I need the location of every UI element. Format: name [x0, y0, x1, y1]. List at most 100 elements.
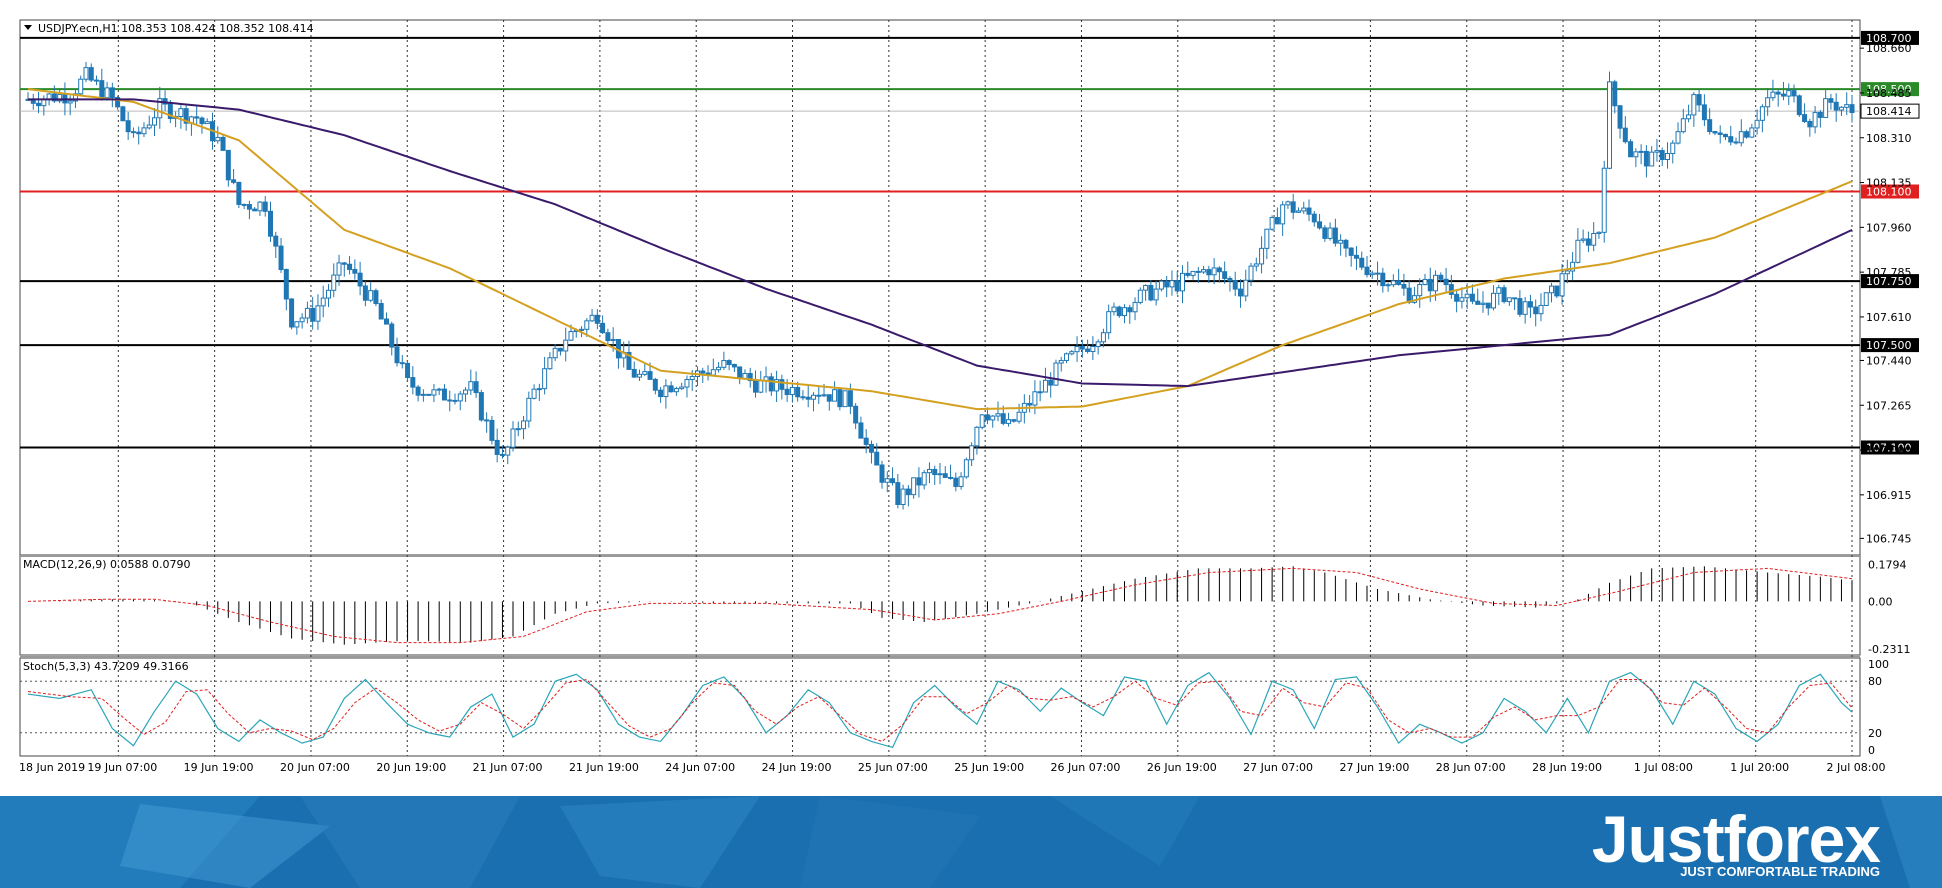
stoch-signal-line: [27, 678, 1853, 742]
stoch-label: Stoch(5,3,3) 43.7209 49.3166: [23, 660, 189, 673]
candle-body: [399, 362, 405, 365]
stoch-tick-label: 100: [1868, 658, 1889, 671]
candle-body: [1064, 353, 1070, 361]
candle-body: [1675, 131, 1681, 144]
candle-body: [183, 108, 189, 124]
candle-body: [1116, 306, 1122, 317]
y-tick-label: 107.785: [1866, 266, 1912, 279]
candle-body: [1000, 413, 1006, 424]
candle-body: [1048, 379, 1054, 386]
brand-banner: Justforex JUST COMFORTABLE TRADING: [0, 796, 1942, 888]
candle-body: [1807, 120, 1813, 128]
candle-body: [336, 262, 342, 276]
candle-body: [1691, 94, 1697, 116]
candle-body: [215, 136, 221, 142]
candle-body: [1475, 300, 1481, 305]
x-tick-label: 20 Jun 19:00: [376, 761, 446, 774]
candle-body: [473, 381, 479, 394]
candle-body: [1153, 288, 1159, 301]
candle-body: [1243, 279, 1249, 297]
banner-pattern: [0, 796, 1942, 888]
candle-body: [1659, 150, 1665, 161]
x-tick-label: 21 Jun 19:00: [569, 761, 639, 774]
candle-body: [1095, 341, 1101, 348]
candle-body: [700, 370, 706, 374]
candle-body: [853, 405, 859, 424]
candle-body: [1280, 204, 1286, 225]
candle-body: [737, 366, 743, 379]
stoch-tick-label: 0: [1868, 744, 1875, 757]
candle-body: [1248, 265, 1254, 281]
candle-body: [1037, 391, 1043, 394]
candle-body: [104, 87, 110, 99]
candle-body: [499, 453, 505, 456]
candle-body: [1353, 254, 1359, 259]
candle-body: [547, 357, 553, 370]
candle-body: [1680, 118, 1686, 133]
candle-body: [932, 468, 938, 476]
candle-body: [152, 117, 158, 126]
candle-body: [963, 459, 969, 478]
candle-body: [1549, 285, 1555, 294]
candle-body: [1480, 302, 1486, 305]
candle-body: [46, 93, 52, 100]
candle-body: [257, 201, 263, 212]
candle-body: [130, 131, 136, 134]
candle-body: [789, 386, 795, 396]
candle-body: [341, 262, 347, 265]
macd-signal-line: [27, 567, 1853, 644]
candle-body: [1564, 270, 1570, 275]
candle-body: [1253, 263, 1259, 267]
candle-body: [378, 303, 384, 320]
candle-body: [995, 413, 1001, 417]
candle-body: [689, 376, 695, 381]
macd-panel: MACD(12,26,9) 0.0588 0.0790 0.1794 0.00 -0.…: [23, 558, 1910, 656]
candles: [25, 61, 1855, 510]
candle-body: [1786, 90, 1792, 97]
candle-body: [273, 235, 279, 247]
y-tick-label: 107.090: [1866, 444, 1912, 457]
candle-body: [926, 468, 932, 474]
brand-tagline: JUST COMFORTABLE TRADING: [1680, 864, 1880, 879]
candle-body: [1195, 270, 1201, 273]
candle-body: [942, 473, 948, 478]
y-tick-label: 108.660: [1866, 42, 1912, 55]
candle-body: [1111, 306, 1117, 313]
candle-body: [552, 347, 558, 359]
candle-body: [658, 389, 664, 398]
candle-body: [1269, 217, 1275, 230]
candle-body: [1179, 272, 1185, 292]
candle-body: [1722, 133, 1728, 138]
candle-body: [1327, 227, 1333, 239]
candle-body: [1628, 141, 1634, 158]
x-tick-label: 24 Jun 07:00: [665, 761, 735, 774]
y-tick-label: 108.135: [1866, 177, 1912, 190]
candle-body: [974, 426, 980, 447]
candle-body: [1053, 362, 1059, 386]
candle-body: [1538, 304, 1544, 315]
candle-body: [241, 203, 247, 206]
candle-body: [1364, 266, 1370, 276]
candle-body: [1259, 247, 1265, 265]
candle-body: [568, 331, 574, 341]
candle-body: [1433, 274, 1439, 292]
candle-body: [1570, 261, 1576, 272]
candle-body: [1838, 106, 1844, 111]
candle-body: [1348, 247, 1354, 256]
candle-body: [283, 269, 289, 300]
candle-body: [768, 376, 774, 392]
candle-body: [1417, 284, 1423, 297]
candle-body: [958, 476, 964, 487]
candle-body: [72, 93, 78, 102]
candle-body: [1042, 379, 1048, 393]
candle-body: [863, 437, 869, 445]
candle-body: [1749, 127, 1755, 138]
candle-body: [905, 488, 911, 496]
x-tick-label: 26 Jun 07:00: [1051, 761, 1121, 774]
candle-body: [1443, 278, 1449, 286]
candle-body: [1122, 307, 1128, 317]
candle-body: [847, 390, 853, 407]
candle-body: [1190, 270, 1196, 276]
candle-body: [204, 121, 210, 125]
x-tick-label: 28 Jun 19:00: [1532, 761, 1602, 774]
